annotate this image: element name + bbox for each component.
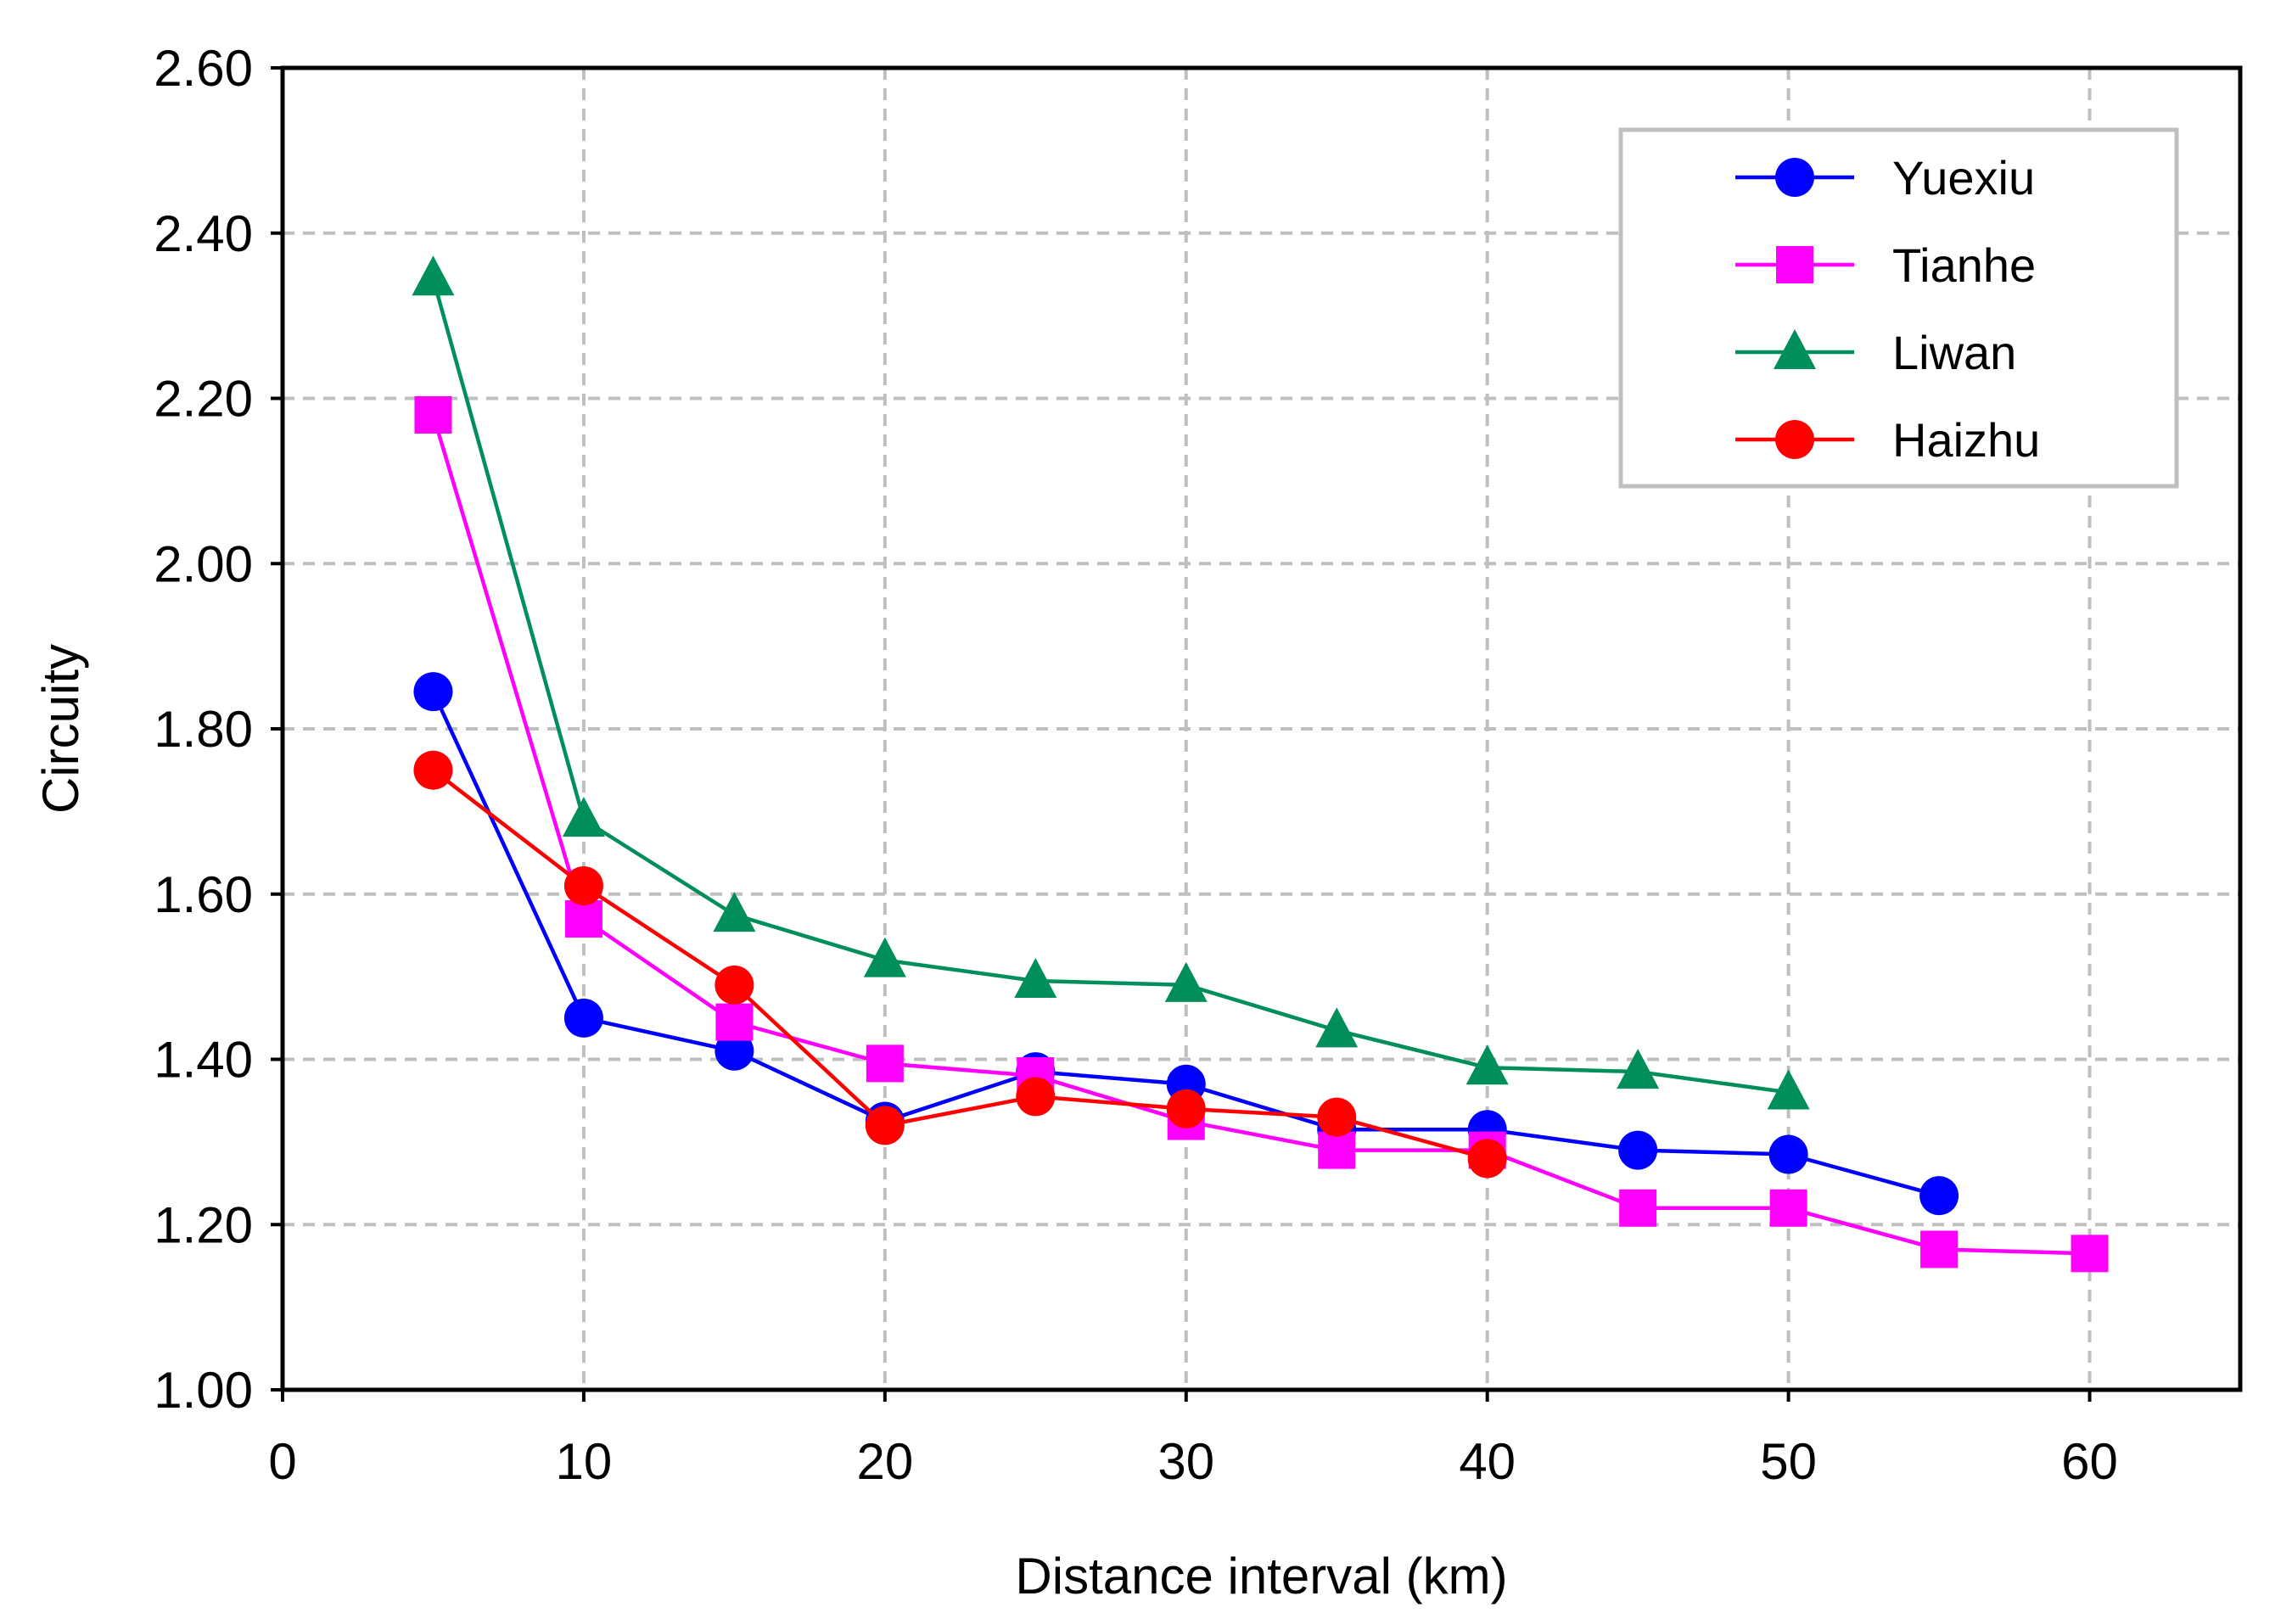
data-point-liwan — [1014, 957, 1057, 998]
data-point-tianhe — [564, 899, 602, 938]
data-point-tianhe — [715, 1003, 754, 1041]
data-point-liwan — [1164, 961, 1208, 1002]
data-point-haizhu — [1016, 1077, 1056, 1117]
series-tianhe — [414, 395, 2109, 1273]
legend-label: Tianhe — [1892, 238, 2036, 292]
data-point-yuexiu — [1768, 1134, 1808, 1174]
data-point-yuexiu — [1618, 1130, 1658, 1170]
legend-marker — [1774, 329, 1816, 369]
y-tick-label: 2.20 — [154, 371, 253, 428]
y-tick-label: 2.60 — [154, 40, 253, 97]
x-tick-label: 30 — [1157, 1433, 1214, 1490]
data-point-liwan — [1465, 1044, 1509, 1085]
data-point-haizhu — [413, 750, 453, 790]
y-tick-label: 1.60 — [154, 866, 253, 923]
data-point-tianhe — [1769, 1189, 1807, 1227]
y-tick-label: 1.40 — [154, 1032, 253, 1089]
data-point-yuexiu — [714, 1031, 754, 1071]
y-tick-label: 2.40 — [154, 205, 253, 262]
data-point-liwan — [1617, 1049, 1660, 1089]
data-point-liwan — [1767, 1069, 1810, 1110]
series-line-liwan — [431, 277, 1789, 1095]
y-tick-label: 1.00 — [154, 1362, 253, 1419]
data-point-haizhu — [865, 1106, 905, 1145]
series-haizhu — [413, 750, 1507, 1179]
data-point-yuexiu — [563, 998, 603, 1038]
data-point-tianhe — [866, 1044, 904, 1083]
data-point-tianhe — [414, 395, 452, 434]
legend-marker — [1776, 246, 1813, 283]
data-point-yuexiu — [413, 672, 453, 712]
data-point-liwan — [412, 255, 455, 296]
legend-item-yuexiu: Yuexiu — [1735, 151, 2035, 204]
legend-box — [1618, 127, 2179, 489]
legend-item-tianhe: Tianhe — [1735, 238, 2036, 292]
y-tick-label: 2.00 — [154, 535, 253, 592]
legend-label: Liwan — [1892, 326, 2016, 379]
data-point-tianhe — [1318, 1131, 1356, 1169]
plot-layer — [412, 255, 2109, 1273]
data-point-tianhe — [2071, 1235, 2109, 1273]
series-line-haizhu — [432, 768, 1488, 1161]
data-point-liwan — [562, 797, 605, 837]
data-point-haizhu — [1166, 1089, 1206, 1128]
x-tick-label: 40 — [1459, 1433, 1516, 1490]
x-tick-label: 50 — [1760, 1433, 1817, 1490]
y-axis-title: Circuity — [32, 644, 89, 814]
data-point-tianhe — [1619, 1189, 1657, 1227]
legend-label: Yuexiu — [1892, 151, 2035, 204]
legend: Yuexiu Tianhe Liwan Haizhu — [1618, 127, 2179, 489]
data-point-haizhu — [714, 965, 754, 1005]
axis-layer: 0 10 20 30 40 50 60 1.00 1.20 1.40 1.60 1.80 2.00 2.2… — [154, 40, 2243, 1490]
y-tick-label: 1.20 — [154, 1196, 253, 1253]
data-point-haizhu — [1317, 1097, 1357, 1137]
series-liwan — [412, 255, 1810, 1110]
x-tick-label: 10 — [556, 1433, 613, 1490]
data-point-haizhu — [1467, 1139, 1507, 1179]
x-tick-label: 20 — [856, 1433, 913, 1490]
legend-marker — [1775, 158, 1814, 197]
series-line-tianhe — [431, 414, 2090, 1256]
x-axis-title: Distance interval (km) — [1015, 1548, 1507, 1604]
x-tick-label: 0 — [268, 1433, 296, 1490]
data-point-haizhu — [563, 866, 603, 906]
x-tick-label: 60 — [2061, 1433, 2118, 1490]
legend-marker — [1775, 420, 1814, 459]
legend-item-haizhu: Haizhu — [1735, 413, 2040, 467]
legend-label: Haizhu — [1892, 413, 2040, 467]
data-point-liwan — [863, 937, 906, 977]
data-point-liwan — [713, 892, 756, 932]
data-point-liwan — [1315, 1007, 1359, 1048]
y-tick-label: 1.80 — [154, 701, 253, 758]
data-point-yuexiu — [1919, 1176, 1959, 1216]
legend-item-liwan: Liwan — [1735, 326, 2016, 379]
data-point-tianhe — [1920, 1230, 1959, 1268]
